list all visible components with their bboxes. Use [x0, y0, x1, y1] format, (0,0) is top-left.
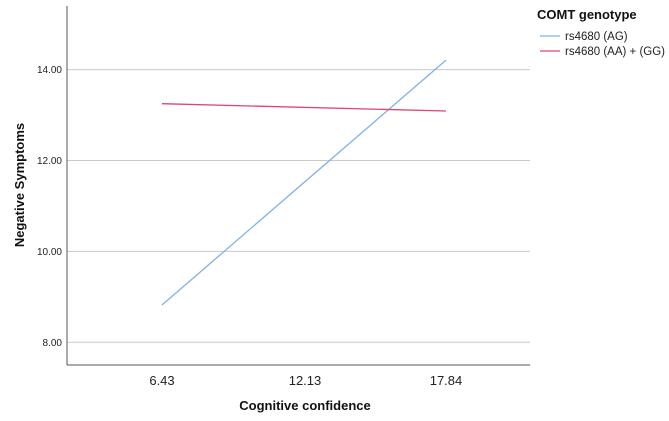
gridlines	[67, 69, 530, 343]
y-tick-label: 10.00	[37, 247, 62, 258]
legend-title: COMT genotype	[537, 7, 637, 22]
x-tick-label: 12.13	[289, 373, 322, 388]
legend-label: rs4680 (AG)	[565, 31, 628, 43]
series-lines	[161, 59, 447, 306]
series-line-1	[161, 59, 447, 306]
y-tick-label: 14.00	[37, 65, 62, 76]
x-tick-labels: 6.43 12.13 17.84	[149, 373, 462, 388]
legend: rs4680 (AG) rs4680 (AA) + (GG)	[540, 31, 665, 58]
legend-label: rs4680 (AA) + (GG)	[565, 46, 665, 58]
x-tick-label: 6.43	[149, 373, 174, 388]
x-axis-title: Cognitive confidence	[239, 398, 370, 413]
y-tick-label: 12.00	[37, 156, 62, 167]
series-line-2	[161, 103, 447, 112]
y-axis-title: Negative Symptoms	[12, 123, 27, 247]
x-tick-label: 17.84	[430, 373, 463, 388]
y-tick-label: 8.00	[43, 338, 63, 349]
y-tick-labels: 8.00 10.00 12.00 14.00	[37, 65, 62, 349]
